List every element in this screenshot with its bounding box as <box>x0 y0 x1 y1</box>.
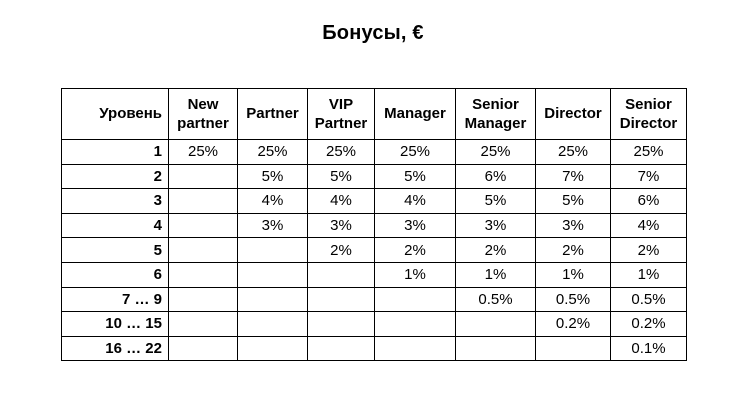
bonus-table: Уровень New partner Partner VIP Partner … <box>61 88 687 362</box>
value-cell: 3% <box>455 212 536 239</box>
value-cell <box>374 335 456 362</box>
table-row: 6 1% 1% 1% 1% <box>61 261 687 288</box>
value-cell: 5% <box>237 163 308 190</box>
level-cell: 2 <box>61 163 169 190</box>
value-cell <box>237 261 308 288</box>
value-cell: 0.5% <box>535 286 611 313</box>
table-row: 4 3% 3% 3% 3% 3% 4% <box>61 212 687 239</box>
value-cell: 25% <box>535 139 611 165</box>
value-cell: 1% <box>374 261 456 288</box>
value-cell <box>168 286 238 313</box>
value-cell <box>237 237 308 263</box>
value-cell <box>168 212 238 239</box>
value-cell: 0.5% <box>610 286 687 313</box>
value-cell: 5% <box>455 188 536 214</box>
value-cell <box>307 286 375 313</box>
table-row: 5 2% 2% 2% 2% 2% <box>61 237 687 263</box>
column-header-senior-director: Senior Director <box>610 88 687 140</box>
value-cell: 2% <box>374 237 456 263</box>
value-cell: 25% <box>455 139 536 165</box>
value-cell: 0.5% <box>455 286 536 313</box>
value-cell: 25% <box>237 139 308 165</box>
table-row: 1 25% 25% 25% 25% 25% 25% 25% <box>61 139 687 165</box>
value-cell: 1% <box>535 261 611 288</box>
page-title: Бонусы, € <box>322 22 424 44</box>
value-cell: 2% <box>455 237 536 263</box>
value-cell <box>237 335 308 362</box>
value-cell <box>307 261 375 288</box>
column-header-senior-manager: Senior Manager <box>455 88 536 140</box>
table-row: 3 4% 4% 4% 5% 5% 6% <box>61 188 687 214</box>
value-cell: 7% <box>535 163 611 190</box>
value-cell: 3% <box>374 212 456 239</box>
value-cell: 3% <box>535 212 611 239</box>
column-header-manager: Manager <box>374 88 456 140</box>
value-cell <box>237 311 308 337</box>
value-cell <box>535 335 611 362</box>
level-cell: 10 … 15 <box>61 311 169 337</box>
value-cell: 1% <box>610 261 687 288</box>
value-cell: 4% <box>610 212 687 239</box>
value-cell: 5% <box>374 163 456 190</box>
value-cell: 0.2% <box>535 311 611 337</box>
value-cell <box>168 237 238 263</box>
value-cell: 25% <box>168 139 238 165</box>
value-cell <box>374 286 456 313</box>
column-header-partner: Partner <box>237 88 308 140</box>
value-cell: 1% <box>455 261 536 288</box>
level-cell: 6 <box>61 261 169 288</box>
value-cell: 4% <box>237 188 308 214</box>
value-cell: 25% <box>374 139 456 165</box>
header-row: Уровень New partner Partner VIP Partner … <box>61 88 687 140</box>
level-cell: 16 … 22 <box>61 335 169 362</box>
value-cell <box>455 311 536 337</box>
value-cell: 6% <box>610 188 687 214</box>
value-cell: 2% <box>610 237 687 263</box>
value-cell: 7% <box>610 163 687 190</box>
table-row: 7 … 9 0.5% 0.5% 0.5% <box>61 286 687 313</box>
value-cell <box>168 163 238 190</box>
level-cell: 1 <box>61 139 169 165</box>
value-cell: 2% <box>535 237 611 263</box>
level-cell: 7 … 9 <box>61 286 169 313</box>
value-cell <box>455 335 536 362</box>
level-cell: 3 <box>61 188 169 214</box>
value-cell: 25% <box>610 139 687 165</box>
value-cell <box>307 335 375 362</box>
column-header-director: Director <box>535 88 611 140</box>
column-header-new-partner: New partner <box>168 88 238 140</box>
value-cell <box>307 311 375 337</box>
value-cell: 5% <box>307 163 375 190</box>
value-cell: 6% <box>455 163 536 190</box>
value-cell <box>237 286 308 313</box>
value-cell: 0.2% <box>610 311 687 337</box>
value-cell <box>374 311 456 337</box>
value-cell: 0.1% <box>610 335 687 362</box>
table-row: 16 … 22 0.1% <box>61 335 687 362</box>
value-cell: 4% <box>307 188 375 214</box>
level-cell: 4 <box>61 212 169 239</box>
table-row: 2 5% 5% 5% 6% 7% 7% <box>61 163 687 190</box>
value-cell <box>168 188 238 214</box>
column-header-vip-partner: VIP Partner <box>307 88 375 140</box>
column-header-level: Уровень <box>61 88 169 140</box>
value-cell: 4% <box>374 188 456 214</box>
value-cell <box>168 335 238 362</box>
table-row: 10 … 15 0.2% 0.2% <box>61 311 687 337</box>
value-cell <box>168 261 238 288</box>
value-cell: 5% <box>535 188 611 214</box>
value-cell: 2% <box>307 237 375 263</box>
value-cell <box>168 311 238 337</box>
value-cell: 3% <box>237 212 308 239</box>
value-cell: 3% <box>307 212 375 239</box>
level-cell: 5 <box>61 237 169 263</box>
value-cell: 25% <box>307 139 375 165</box>
